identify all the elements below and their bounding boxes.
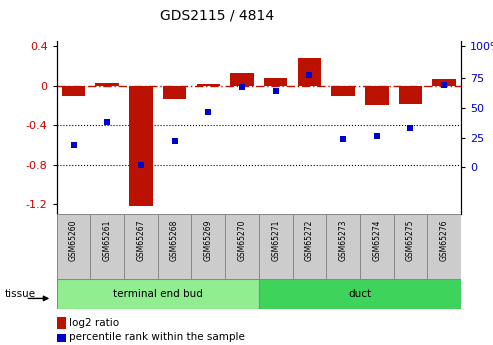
Text: terminal end bud: terminal end bud bbox=[113, 289, 203, 299]
Point bbox=[171, 138, 178, 143]
Text: GDS2115 / 4814: GDS2115 / 4814 bbox=[160, 9, 274, 23]
Text: GSM65275: GSM65275 bbox=[406, 219, 415, 260]
Bar bbox=[360, 214, 393, 279]
Text: GSM65260: GSM65260 bbox=[69, 219, 78, 260]
Bar bbox=[57, 214, 90, 279]
Point bbox=[204, 109, 212, 114]
Point bbox=[373, 133, 381, 138]
Bar bbox=[292, 214, 326, 279]
Text: log2 ratio: log2 ratio bbox=[69, 318, 119, 327]
Bar bbox=[230, 73, 254, 86]
Text: percentile rank within the sample: percentile rank within the sample bbox=[69, 333, 245, 342]
Bar bbox=[298, 58, 321, 86]
Point bbox=[406, 126, 414, 131]
Point bbox=[238, 85, 246, 90]
Bar bbox=[96, 83, 119, 86]
Text: GSM65276: GSM65276 bbox=[440, 219, 449, 260]
Bar bbox=[62, 86, 85, 96]
Bar bbox=[331, 86, 355, 96]
Text: GSM65267: GSM65267 bbox=[137, 219, 145, 260]
Text: GSM65270: GSM65270 bbox=[238, 219, 246, 260]
Bar bbox=[57, 279, 259, 309]
Bar bbox=[259, 279, 461, 309]
Bar bbox=[197, 84, 220, 86]
Bar bbox=[124, 214, 158, 279]
Text: duct: duct bbox=[349, 289, 371, 299]
Point bbox=[70, 142, 77, 148]
Bar bbox=[158, 214, 191, 279]
Bar bbox=[393, 214, 427, 279]
Text: GSM65273: GSM65273 bbox=[339, 219, 348, 260]
Bar bbox=[90, 214, 124, 279]
Bar bbox=[225, 214, 259, 279]
Point bbox=[137, 162, 145, 167]
Text: GSM65269: GSM65269 bbox=[204, 219, 213, 260]
Bar bbox=[427, 214, 461, 279]
Bar bbox=[432, 79, 456, 86]
Point bbox=[440, 82, 448, 88]
Point bbox=[103, 120, 111, 125]
Point bbox=[339, 137, 347, 142]
Bar bbox=[365, 86, 388, 106]
Point bbox=[305, 72, 314, 78]
Text: GSM65272: GSM65272 bbox=[305, 219, 314, 260]
Text: tissue: tissue bbox=[5, 289, 36, 299]
Bar bbox=[259, 214, 292, 279]
Text: GSM65274: GSM65274 bbox=[372, 219, 381, 260]
Bar bbox=[163, 86, 186, 99]
Point bbox=[272, 88, 280, 94]
Bar bbox=[264, 78, 287, 86]
Text: GSM65261: GSM65261 bbox=[103, 219, 112, 260]
Bar bbox=[191, 214, 225, 279]
Bar bbox=[399, 86, 422, 104]
Bar bbox=[129, 86, 153, 206]
Text: GSM65268: GSM65268 bbox=[170, 219, 179, 260]
Bar bbox=[326, 214, 360, 279]
Text: GSM65271: GSM65271 bbox=[271, 219, 280, 260]
